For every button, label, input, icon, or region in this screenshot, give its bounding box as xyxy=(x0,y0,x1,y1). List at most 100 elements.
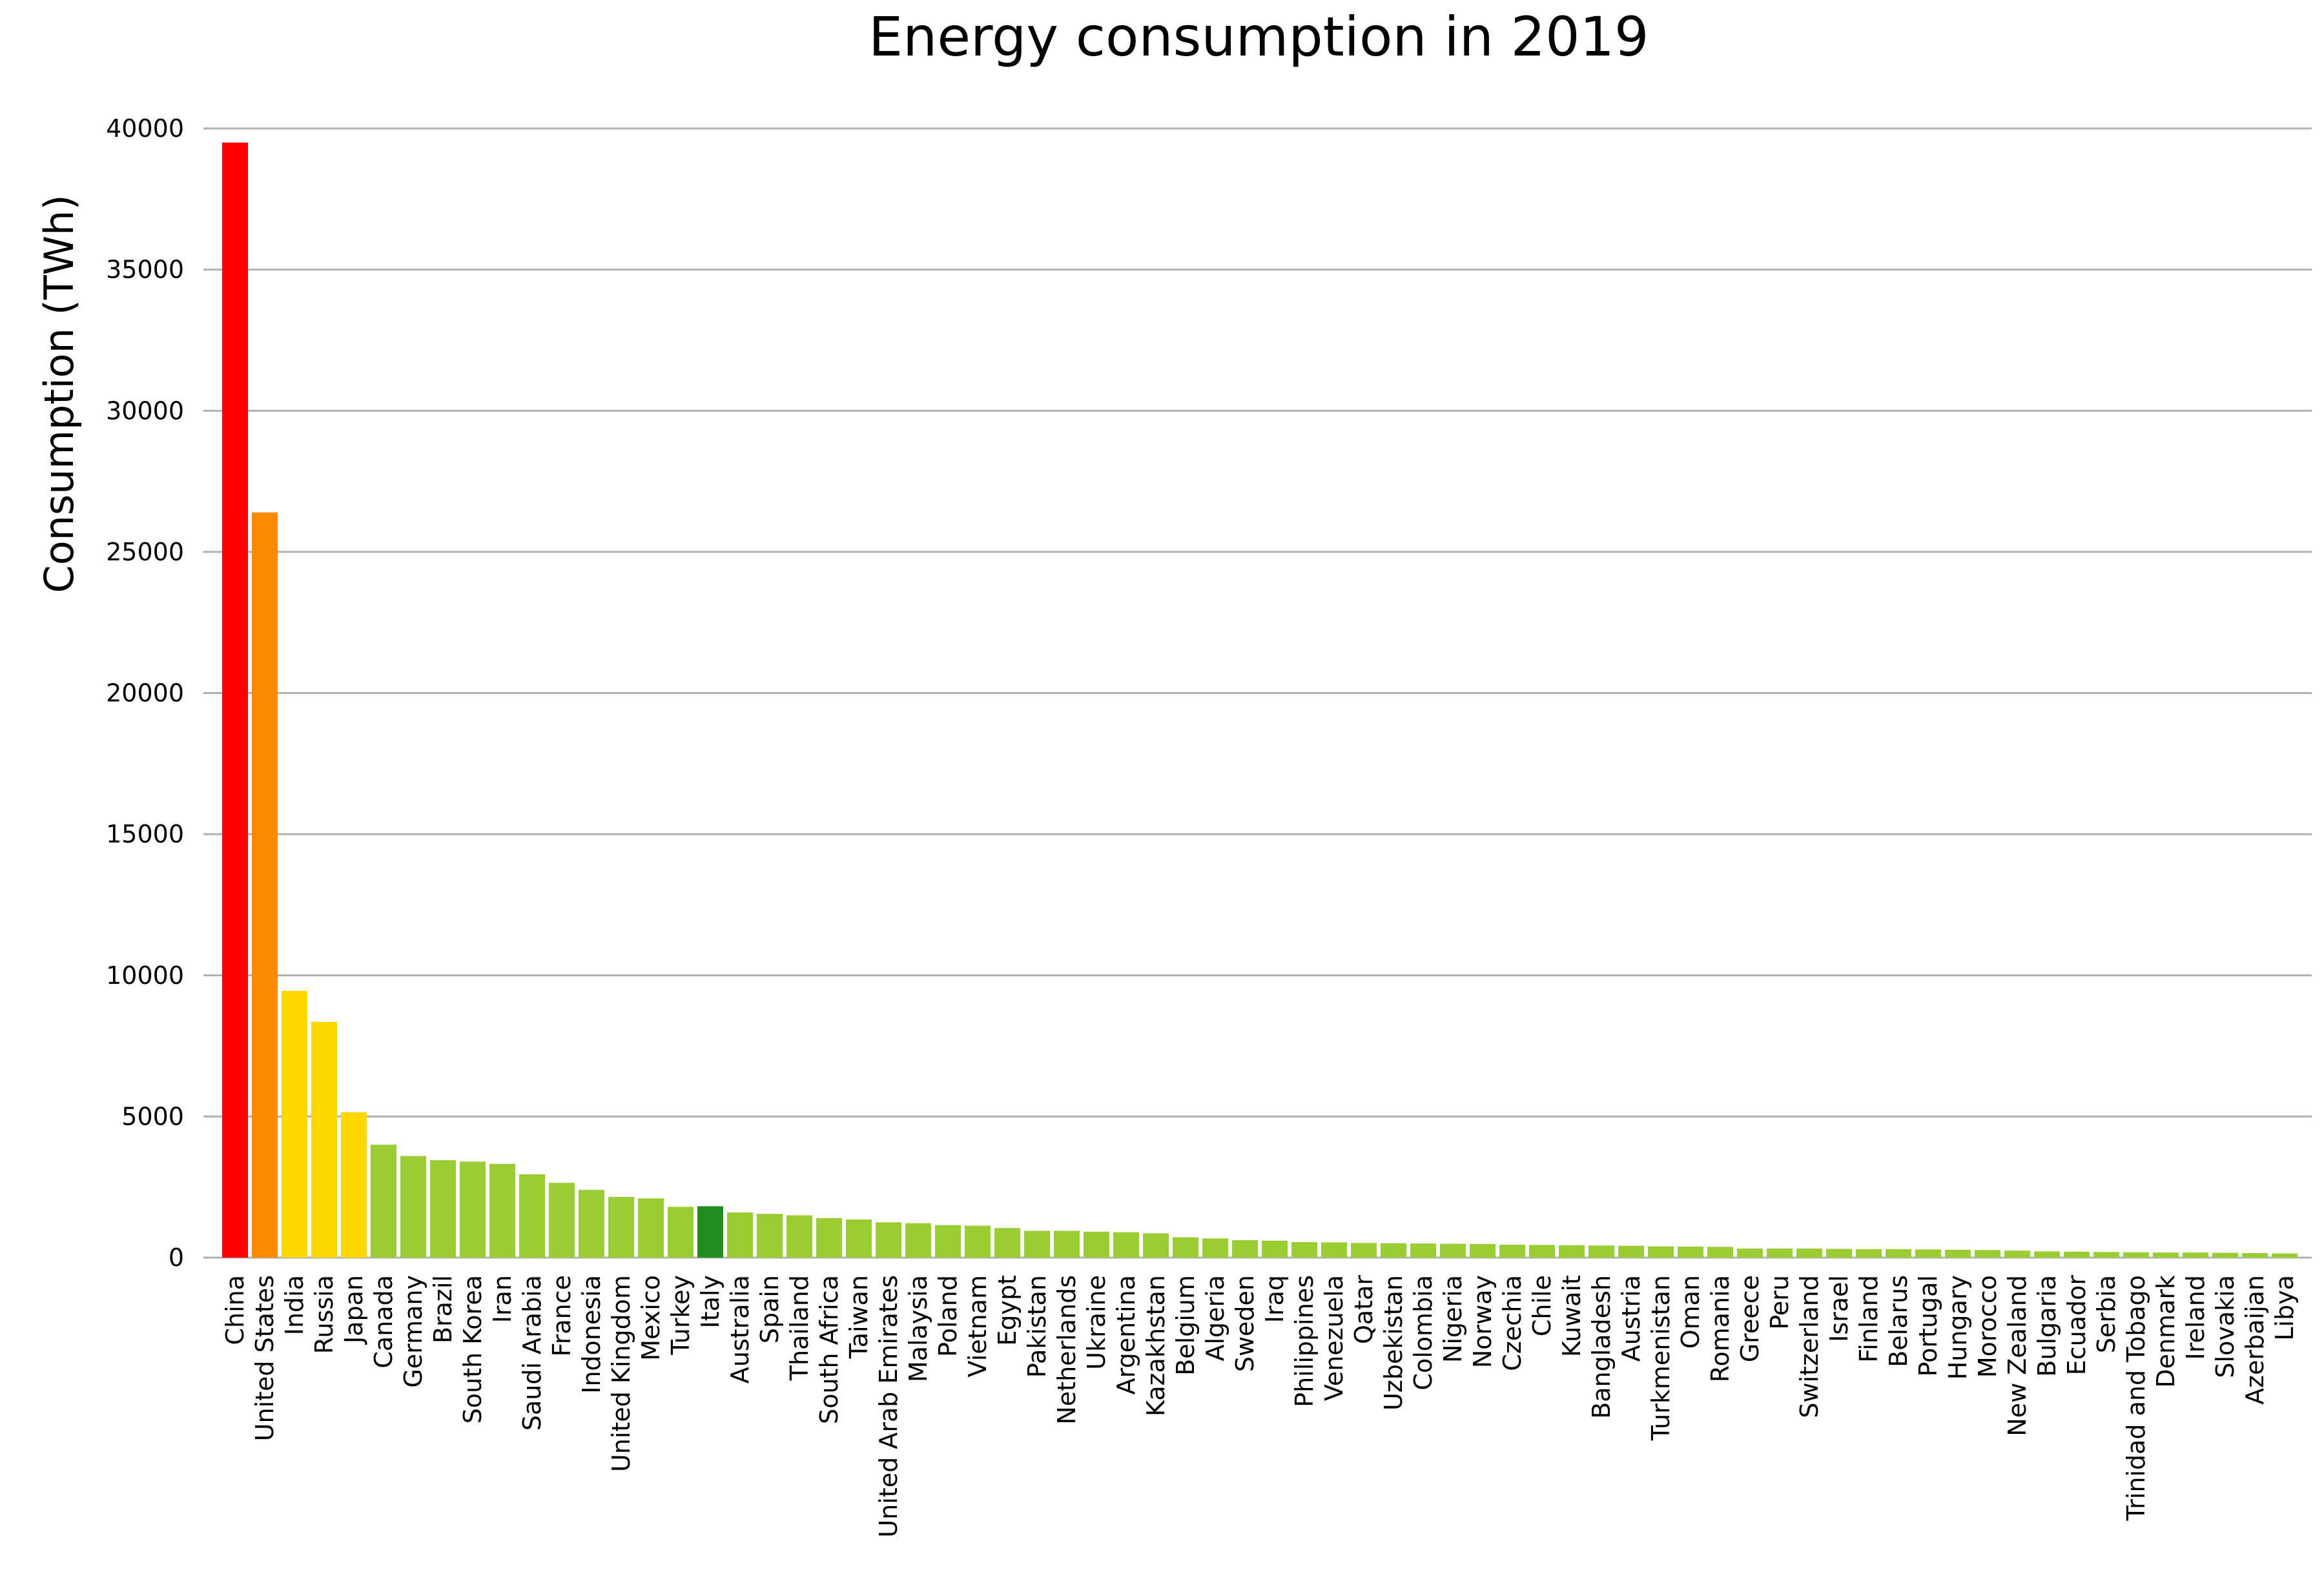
bar xyxy=(2034,1251,2060,1258)
x-tick-label: Malaysia xyxy=(904,1275,932,1382)
x-tick-label: Spain xyxy=(756,1275,784,1343)
chart-title: Energy consumption in 2019 xyxy=(869,5,1649,68)
x-tick-label: Ireland xyxy=(2181,1275,2210,1360)
x-tick-label: Australia xyxy=(726,1275,754,1384)
x-tick-label: Turkey xyxy=(666,1275,695,1356)
y-tick-label: 10000 xyxy=(106,961,184,990)
x-tick-label: Serbia xyxy=(2092,1275,2121,1353)
bar xyxy=(697,1206,723,1258)
bar xyxy=(1589,1245,1614,1258)
bar xyxy=(2004,1251,2030,1258)
bar xyxy=(787,1215,812,1258)
x-tick-label: Peru xyxy=(1765,1275,1794,1330)
x-tick-label: Algeria xyxy=(1201,1275,1229,1362)
x-tick-label: Morocco xyxy=(1973,1275,2002,1378)
bar xyxy=(1678,1246,1703,1258)
bar xyxy=(2093,1252,2119,1258)
x-tick-label: Belarus xyxy=(1884,1275,1913,1367)
bar xyxy=(1381,1243,1406,1258)
x-tick-label: Ukraine xyxy=(1082,1275,1111,1370)
x-tick-label: Bulgaria xyxy=(2033,1275,2061,1377)
x-tick-label: Israel xyxy=(1825,1275,1853,1342)
x-tick-label: South Africa xyxy=(815,1275,843,1424)
bar xyxy=(816,1218,842,1258)
x-tick-label: Mexico xyxy=(637,1275,665,1361)
bar xyxy=(341,1112,367,1258)
x-tick-label: South Korea xyxy=(458,1275,487,1424)
x-tick-label: Greece xyxy=(1736,1275,1764,1362)
bar xyxy=(1113,1232,1139,1258)
bar xyxy=(757,1214,783,1258)
bar xyxy=(668,1207,694,1258)
bar xyxy=(2242,1253,2268,1258)
bar xyxy=(1351,1243,1377,1258)
x-tick-label: Turkmenistan xyxy=(1647,1275,1675,1441)
bar xyxy=(1945,1249,1971,1258)
x-tick-label: Kazakhstan xyxy=(1142,1275,1170,1416)
x-tick-label: Iraq xyxy=(1260,1275,1289,1323)
x-tick-label: Thailand xyxy=(785,1275,814,1381)
bar xyxy=(1767,1249,1793,1258)
x-tick-label: Norway xyxy=(1468,1275,1497,1368)
x-tick-label: Nigeria xyxy=(1439,1275,1467,1363)
x-tick-label: Russia xyxy=(310,1275,338,1354)
bar xyxy=(549,1183,575,1258)
bar xyxy=(579,1190,604,1258)
x-tick-label: Kuwait xyxy=(1558,1275,1586,1357)
bar xyxy=(1232,1240,1258,1258)
bar xyxy=(2064,1251,2090,1258)
bar xyxy=(1470,1244,1496,1258)
y-tick-label: 20000 xyxy=(106,679,184,708)
y-tick-label: 35000 xyxy=(106,256,184,284)
bar xyxy=(905,1223,931,1258)
bar xyxy=(1499,1244,1525,1258)
x-tick-label: France xyxy=(548,1275,576,1356)
bar xyxy=(1173,1237,1198,1258)
x-tick-label: Hungary xyxy=(1944,1275,1972,1380)
x-tick-label: Denmark xyxy=(2152,1275,2180,1388)
x-tick-label: Italy xyxy=(696,1275,725,1328)
x-tick-label: Indonesia xyxy=(577,1275,606,1394)
x-tick-label: New Zealand xyxy=(2003,1275,2031,1436)
bar xyxy=(1915,1249,1941,1258)
y-tick-label: 5000 xyxy=(121,1102,184,1130)
x-tick-label: Egypt xyxy=(993,1275,1022,1346)
bar xyxy=(608,1196,634,1258)
bar xyxy=(1796,1249,1822,1258)
bar xyxy=(222,142,248,1258)
x-tick-label: Oman xyxy=(1676,1275,1705,1349)
bar xyxy=(1024,1231,1050,1258)
bar xyxy=(1618,1245,1644,1258)
x-tick-label: Iran xyxy=(488,1275,517,1323)
x-tick-label: United States xyxy=(251,1275,279,1441)
x-tick-label: Austria xyxy=(1617,1275,1645,1362)
bar xyxy=(638,1198,664,1258)
bar xyxy=(1410,1243,1436,1258)
x-tick-label: Japan xyxy=(340,1275,368,1345)
bar xyxy=(282,990,307,1258)
bar xyxy=(371,1145,396,1258)
bar xyxy=(252,512,278,1258)
x-tick-label: Czechia xyxy=(1498,1275,1527,1371)
y-tick-label: 40000 xyxy=(106,114,184,143)
x-tick-label: Canada xyxy=(369,1275,398,1369)
x-tick-label: Venezuela xyxy=(1320,1275,1348,1401)
x-tick-label: Colombia xyxy=(1409,1275,1437,1391)
bar xyxy=(876,1222,901,1258)
y-tick-label: 25000 xyxy=(106,538,184,566)
x-tick-label: Libya xyxy=(2270,1275,2299,1341)
bar xyxy=(1886,1249,1911,1258)
bar xyxy=(1529,1245,1555,1258)
x-tick-label: Slovakia xyxy=(2211,1275,2239,1378)
x-tick-label: Netherlands xyxy=(1053,1275,1081,1425)
bar xyxy=(400,1156,426,1258)
x-tick-label: Argentina xyxy=(1112,1275,1140,1394)
bar xyxy=(519,1174,545,1258)
x-tick-label: Uzbekistan xyxy=(1379,1275,1408,1411)
bar xyxy=(311,1021,337,1258)
bar xyxy=(1559,1245,1585,1258)
bar xyxy=(1707,1247,1733,1258)
bar xyxy=(935,1225,961,1258)
